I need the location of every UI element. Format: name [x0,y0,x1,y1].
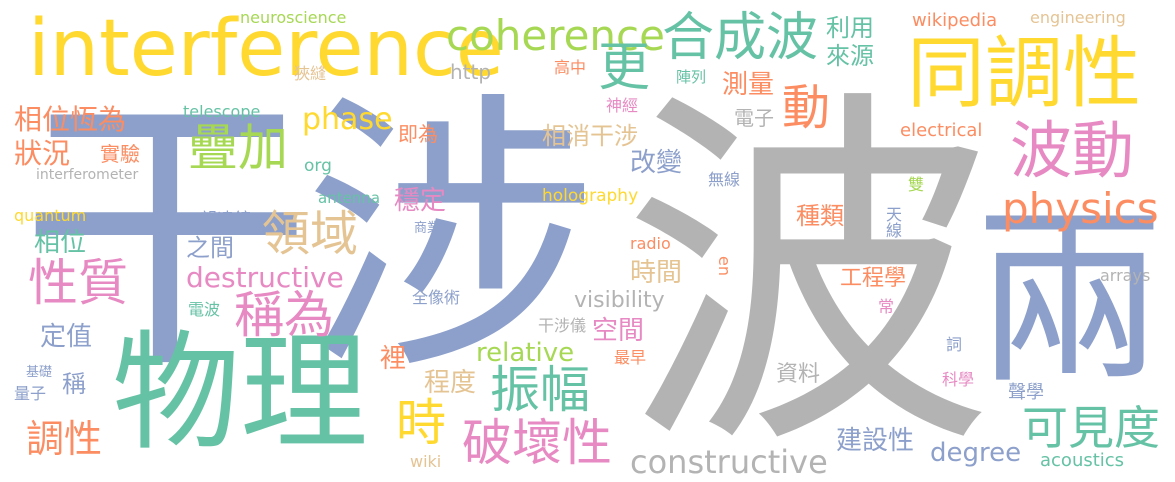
word-shuang: 雙 [905,176,924,192]
word-chang: 常 [875,298,894,314]
word-kexue: 科學 [942,370,975,389]
word-pohuaixing: 破壞性 [462,414,612,472]
word-wangyuanjing: 望遠鏡 [200,210,251,230]
word-zhonglei: 種類 [796,202,844,230]
word-liangzi: 量子 [14,384,47,403]
word-zhuangkuang: 狀況 [14,137,71,170]
word-wending: 穩定 [394,186,447,216]
word-engineering: engineering [1030,8,1126,27]
word-wuli: 物理 [112,319,369,468]
word-visibility: visibility [574,288,665,313]
word-tianxian: 天線 [883,206,902,238]
word-zhijian: 之間 [186,234,234,262]
word-dong: 動 [782,80,831,136]
word-chengwei: 稱為 [234,286,334,344]
word-kejiandu: 可見度 [1022,401,1160,455]
word-ganshe: 干涉 [20,68,596,408]
word-liang: 兩 [975,189,1166,410]
word-quanxiangshu: 全像術 [412,288,461,307]
word-wikipedia: wikipedia [912,10,998,31]
word-en: en [715,256,734,276]
word-interferometer: interferometer [36,167,139,183]
word-liyong: 利用 [826,14,874,42]
word-interference: interference [28,4,504,94]
word-cheng: 稱 [62,370,86,398]
word-antenna: antenna [318,189,381,207]
word-xiafeng: 狹縫 [294,64,327,83]
word-celiang: 測量 [722,70,775,100]
word-holography: holography [542,186,639,206]
word-quantum: quantum [14,206,87,225]
word-acoustics: acoustics [1040,450,1125,471]
word-chengdu: 程度 [424,368,477,398]
word-electrical: electrical [900,120,983,141]
word-arrays: arrays [1100,266,1151,285]
word-ganshieyi: 干涉儀 [538,316,587,335]
word-neuroscience: neuroscience [240,8,347,27]
word-shengxue: 聲學 [1008,382,1044,403]
word-shenjing: 神經 [606,96,639,115]
word-org: org [304,156,332,176]
word-http: http [450,60,492,84]
word-coherence: coherence [446,11,665,60]
word-wiki: wiki [410,452,442,471]
word-xingzhi: 性質 [28,254,128,312]
word-dianzi: 電子 [734,106,774,130]
word-xiangxiaoganshe: 相消干涉 [542,122,638,150]
word-lingyu: 領域 [262,206,359,262]
word-gaibian: 改變 [630,148,683,178]
word-geng: 更 [598,38,651,98]
word-jiwei: 即為 [398,122,438,146]
word-ci: 詞 [943,336,962,352]
word-kongjian: 空間 [592,316,645,346]
word-destructive: destructive [186,261,344,294]
word-laiyuan: 來源 [826,42,874,70]
word-telescope: telescope [183,102,261,121]
word-hechengbo: 合成波 [662,8,819,68]
word-dianbo: 電波 [188,300,221,319]
word-zhenlie: 陣列 [676,68,707,86]
word-zuizao: 最早 [614,348,647,367]
word-physics: physics [1002,184,1159,233]
word-wuxian: 無線 [708,170,741,189]
word-dingzhi: 定值 [40,322,93,352]
word-diaoxing: 調性 [26,417,103,461]
word-tongdiaoxing: 同調性 [907,29,1142,119]
word-li: 裡 [380,344,407,374]
word-bodong: 波動 [1010,114,1135,187]
word-gongchengxue: 工程學 [840,266,907,291]
word-gaozhong: 高中 [554,58,587,77]
word-constructive: constructive [630,443,828,481]
word-phase: phase [302,102,393,137]
word-shi: 時 [396,394,446,452]
word-xiangweihengwei: 相位恆為 [14,103,127,136]
word-shiyan: 實驗 [100,142,140,166]
word-relative: relative [476,338,575,368]
word-xiangwei: 相位 [34,228,87,258]
word-bo: 波 [622,61,994,482]
word-degree: degree [930,438,1022,468]
word-diejia: 疊加 [188,119,288,177]
word-zhenfu: 振幅 [490,361,590,419]
word-radio: radio [630,234,671,253]
word-ziliao: 資料 [776,362,821,387]
word-jianshexing: 建設性 [836,426,915,456]
word-jichu: 基礎 [26,365,53,380]
word-shijian: 時間 [630,258,683,288]
word-shangye: 商業 [414,221,441,236]
